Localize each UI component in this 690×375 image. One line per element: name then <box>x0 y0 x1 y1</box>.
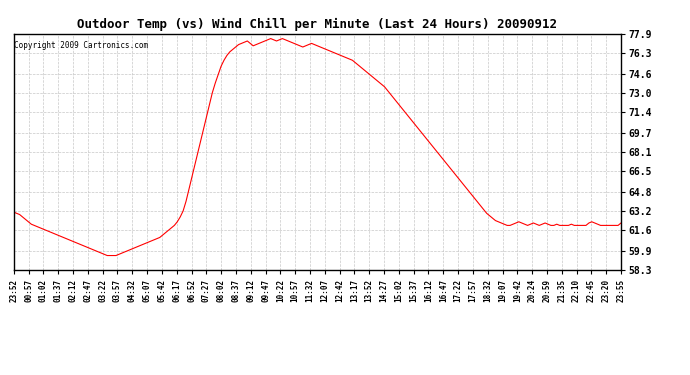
Title: Outdoor Temp (vs) Wind Chill per Minute (Last 24 Hours) 20090912: Outdoor Temp (vs) Wind Chill per Minute … <box>77 18 558 31</box>
Text: Copyright 2009 Cartronics.com: Copyright 2009 Cartronics.com <box>14 41 148 50</box>
